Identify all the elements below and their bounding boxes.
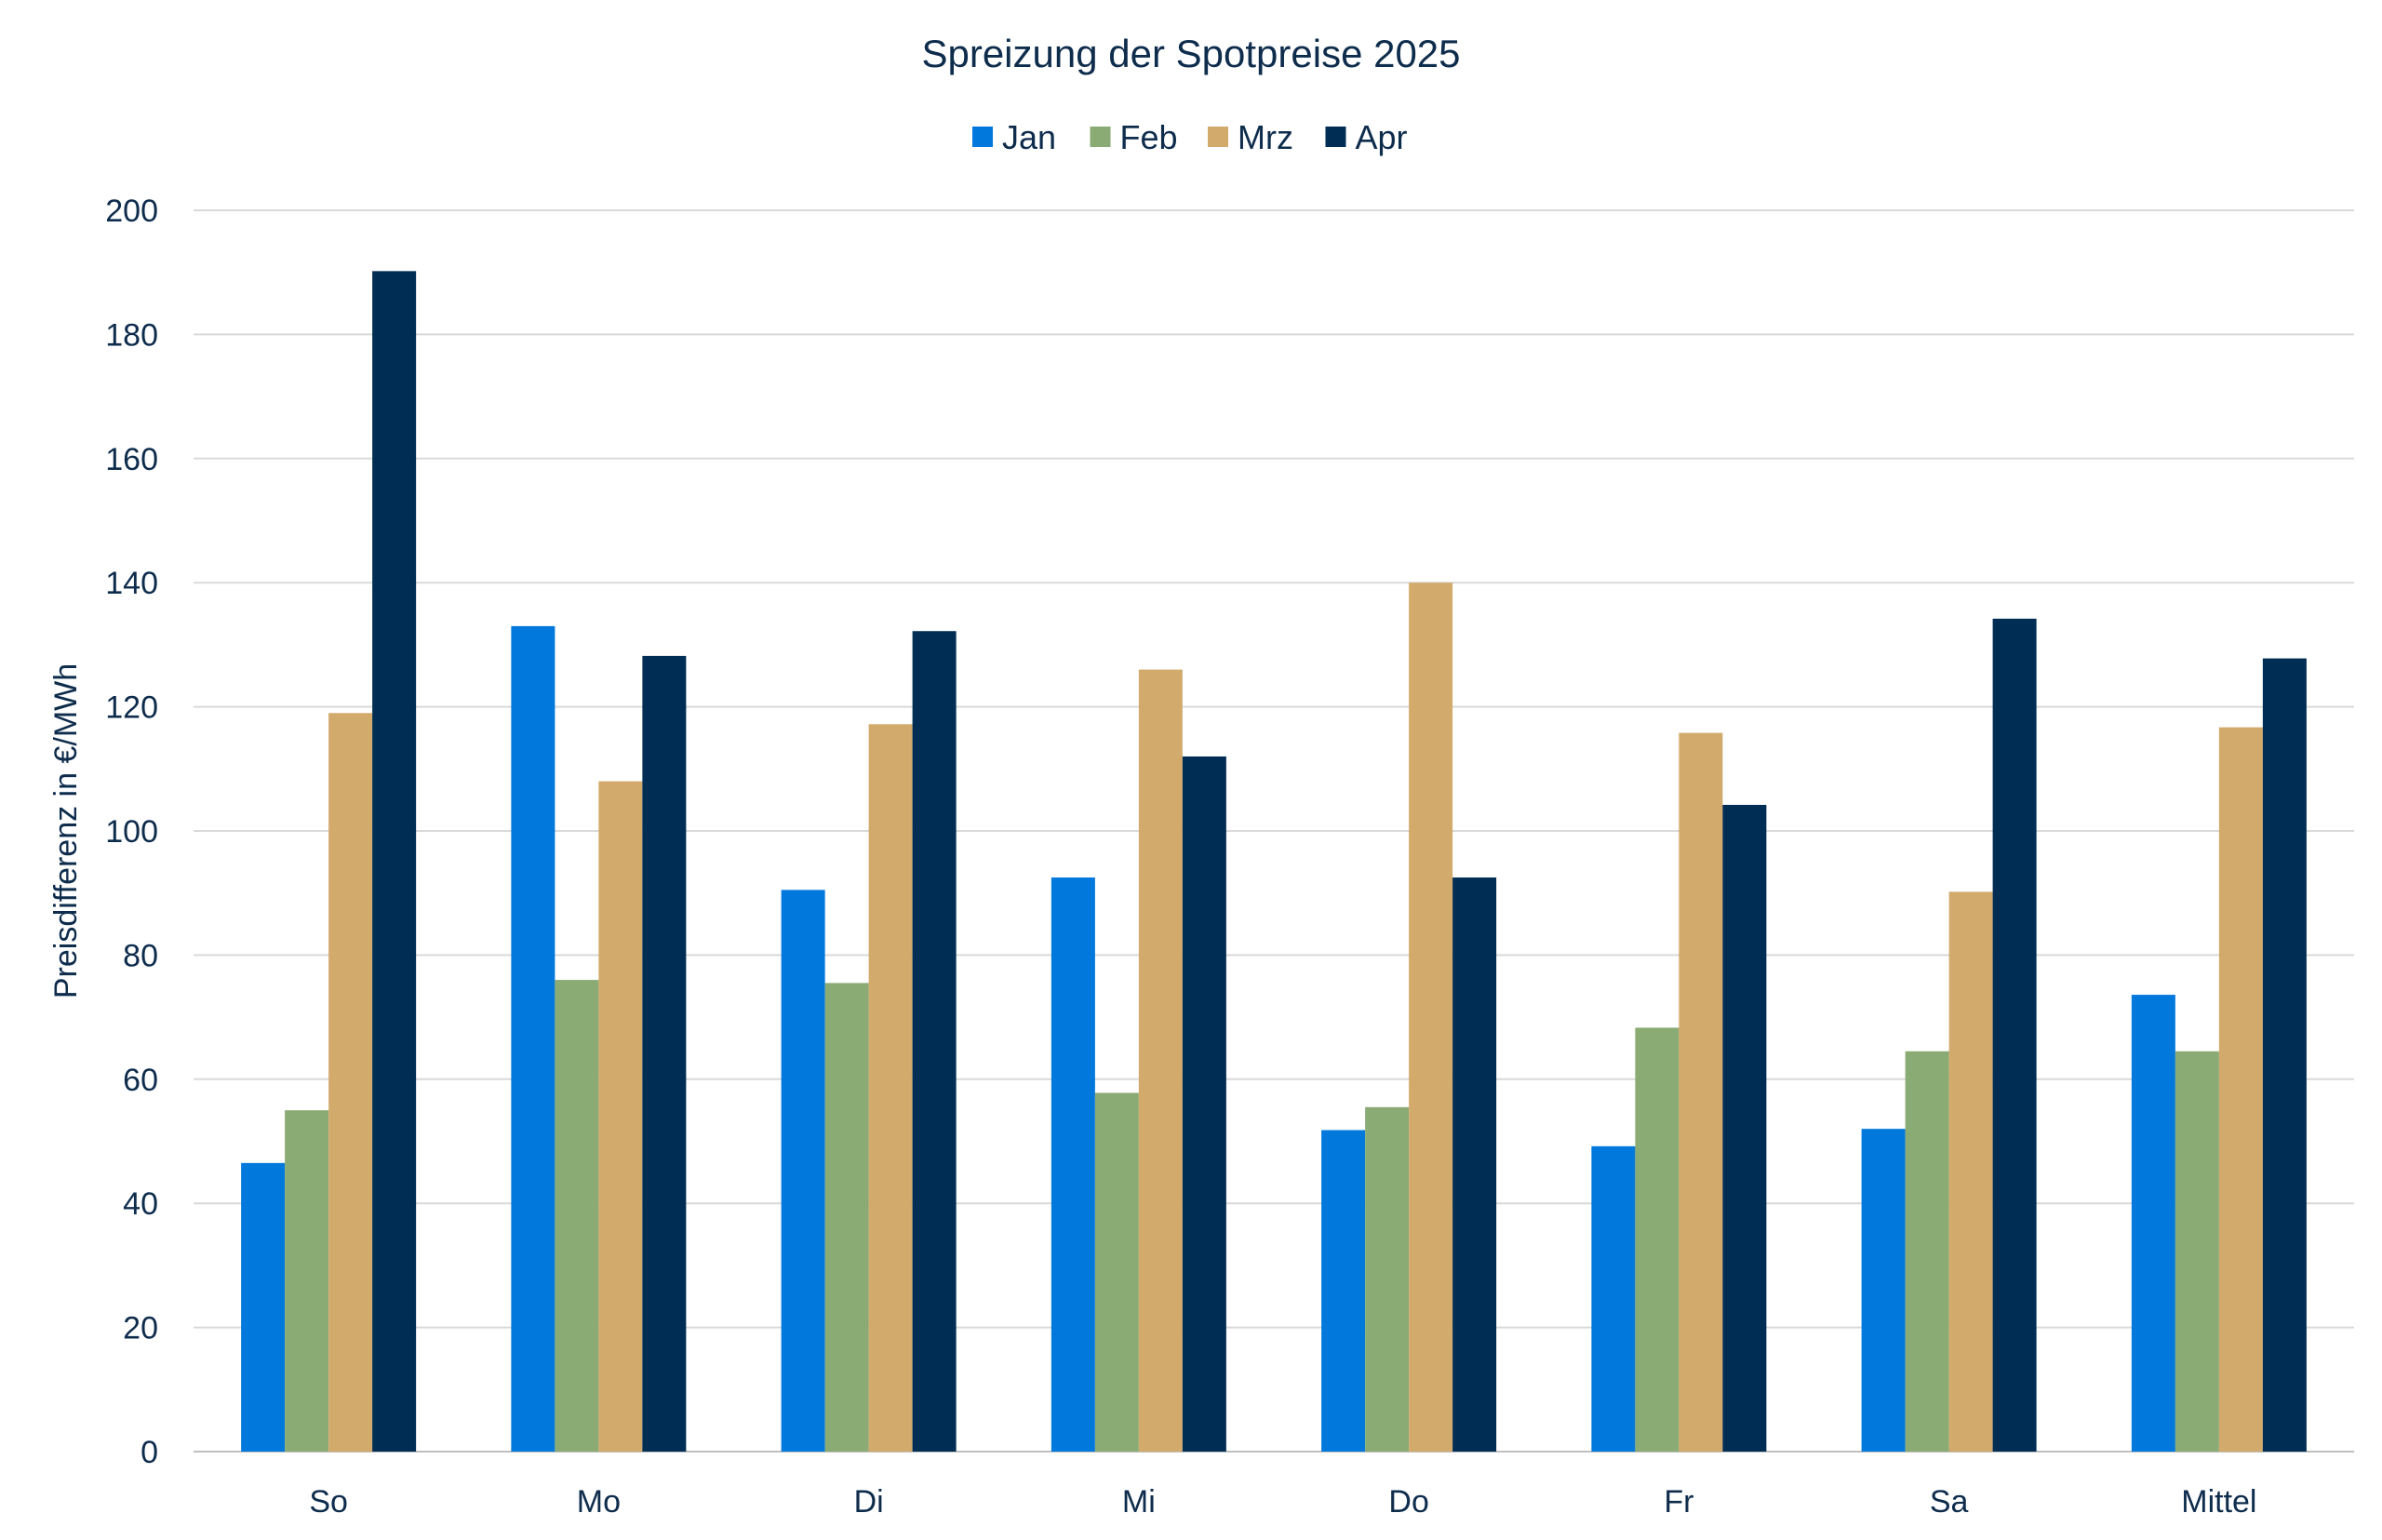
y-tick-label: 200 [105, 194, 158, 229]
legend-label: Jan [1002, 118, 1056, 156]
y-tick-label: 60 [123, 1063, 158, 1098]
bar-mrz-sa [1948, 891, 1993, 1452]
legend-swatch [1208, 127, 1228, 147]
bar-apr-mi [1182, 756, 1226, 1452]
bar-mrz-mo [598, 781, 643, 1452]
y-tick-label: 40 [123, 1186, 158, 1222]
x-tick-label: So [309, 1484, 348, 1520]
x-tick-label: Mo [577, 1484, 621, 1520]
x-tick-label: Sa [1930, 1484, 1969, 1520]
y-tick-label: 100 [105, 814, 158, 850]
x-tick-label: Mittel [2181, 1484, 2256, 1520]
bar-jan-mi [1050, 877, 1095, 1452]
y-tick-label: 160 [105, 442, 158, 477]
bar-mrz-mittel [2218, 727, 2263, 1452]
legend-label: Mrz [1238, 118, 1293, 156]
bar-feb-sa [1905, 1051, 1949, 1452]
bars [241, 271, 2307, 1453]
legend-swatch [1325, 127, 1346, 147]
y-tick-label: 120 [105, 690, 158, 726]
bar-jan-di [781, 890, 825, 1452]
legend-swatch [1090, 127, 1111, 147]
bar-feb-di [824, 983, 869, 1452]
legend-swatch [972, 127, 993, 147]
legend-label: Apr [1356, 118, 1408, 156]
bar-jan-so [241, 1162, 286, 1452]
x-tick-label: Mi [1122, 1484, 1156, 1520]
bar-apr-do [1452, 877, 1497, 1452]
legend-item-feb: Feb [1090, 118, 1178, 156]
bar-apr-mittel [2262, 658, 2307, 1452]
bar-apr-di [912, 631, 957, 1452]
bar-apr-so [372, 271, 417, 1453]
bar-jan-fr [1591, 1145, 1636, 1452]
bar-apr-fr [1722, 804, 1767, 1452]
y-tick-label: 80 [123, 938, 158, 973]
bar-feb-do [1365, 1106, 1410, 1452]
chart-title: Spreizung der Spotpreise 2025 [921, 32, 1460, 75]
x-tick-label: Do [1388, 1484, 1428, 1520]
bar-feb-mi [1094, 1092, 1139, 1452]
legend: Jan Feb Mrz Apr [972, 118, 1408, 156]
bar-apr-sa [1992, 618, 2037, 1452]
bar-mrz-fr [1679, 732, 1723, 1452]
bar-feb-fr [1635, 1027, 1679, 1452]
bar-feb-so [285, 1110, 329, 1452]
x-axis-ticks: So Mo Di Mi Do Fr Sa Mittel [309, 1484, 2256, 1520]
bar-feb-mittel [2175, 1051, 2219, 1452]
bar-mrz-do [1409, 583, 1453, 1452]
y-tick-label: 20 [123, 1311, 158, 1346]
bar-mrz-mi [1138, 669, 1183, 1452]
y-axis-ticks: 0 20 40 60 80 100 120 140 160 180 200 [105, 194, 158, 1470]
legend-label: Feb [1120, 118, 1178, 156]
x-tick-label: Fr [1664, 1484, 1693, 1520]
legend-item-apr: Apr [1325, 118, 1408, 156]
legend-item-jan: Jan [972, 118, 1056, 156]
bar-mrz-di [868, 724, 913, 1452]
bar-jan-mo [511, 625, 555, 1452]
bar-feb-mo [555, 980, 599, 1452]
y-tick-label: 140 [105, 566, 158, 601]
y-tick-label: 0 [141, 1435, 158, 1470]
legend-item-mrz: Mrz [1208, 118, 1293, 156]
bar-jan-do [1321, 1130, 1366, 1452]
bar-jan-sa [1861, 1129, 1906, 1452]
bar-mrz-so [328, 713, 373, 1452]
bar-apr-mo [642, 655, 687, 1452]
x-tick-label: Di [854, 1484, 884, 1520]
y-tick-label: 180 [105, 317, 158, 353]
y-axis-label: Preisdifferenz in €/MWh [48, 663, 84, 998]
bar-jan-mittel [2131, 995, 2175, 1452]
